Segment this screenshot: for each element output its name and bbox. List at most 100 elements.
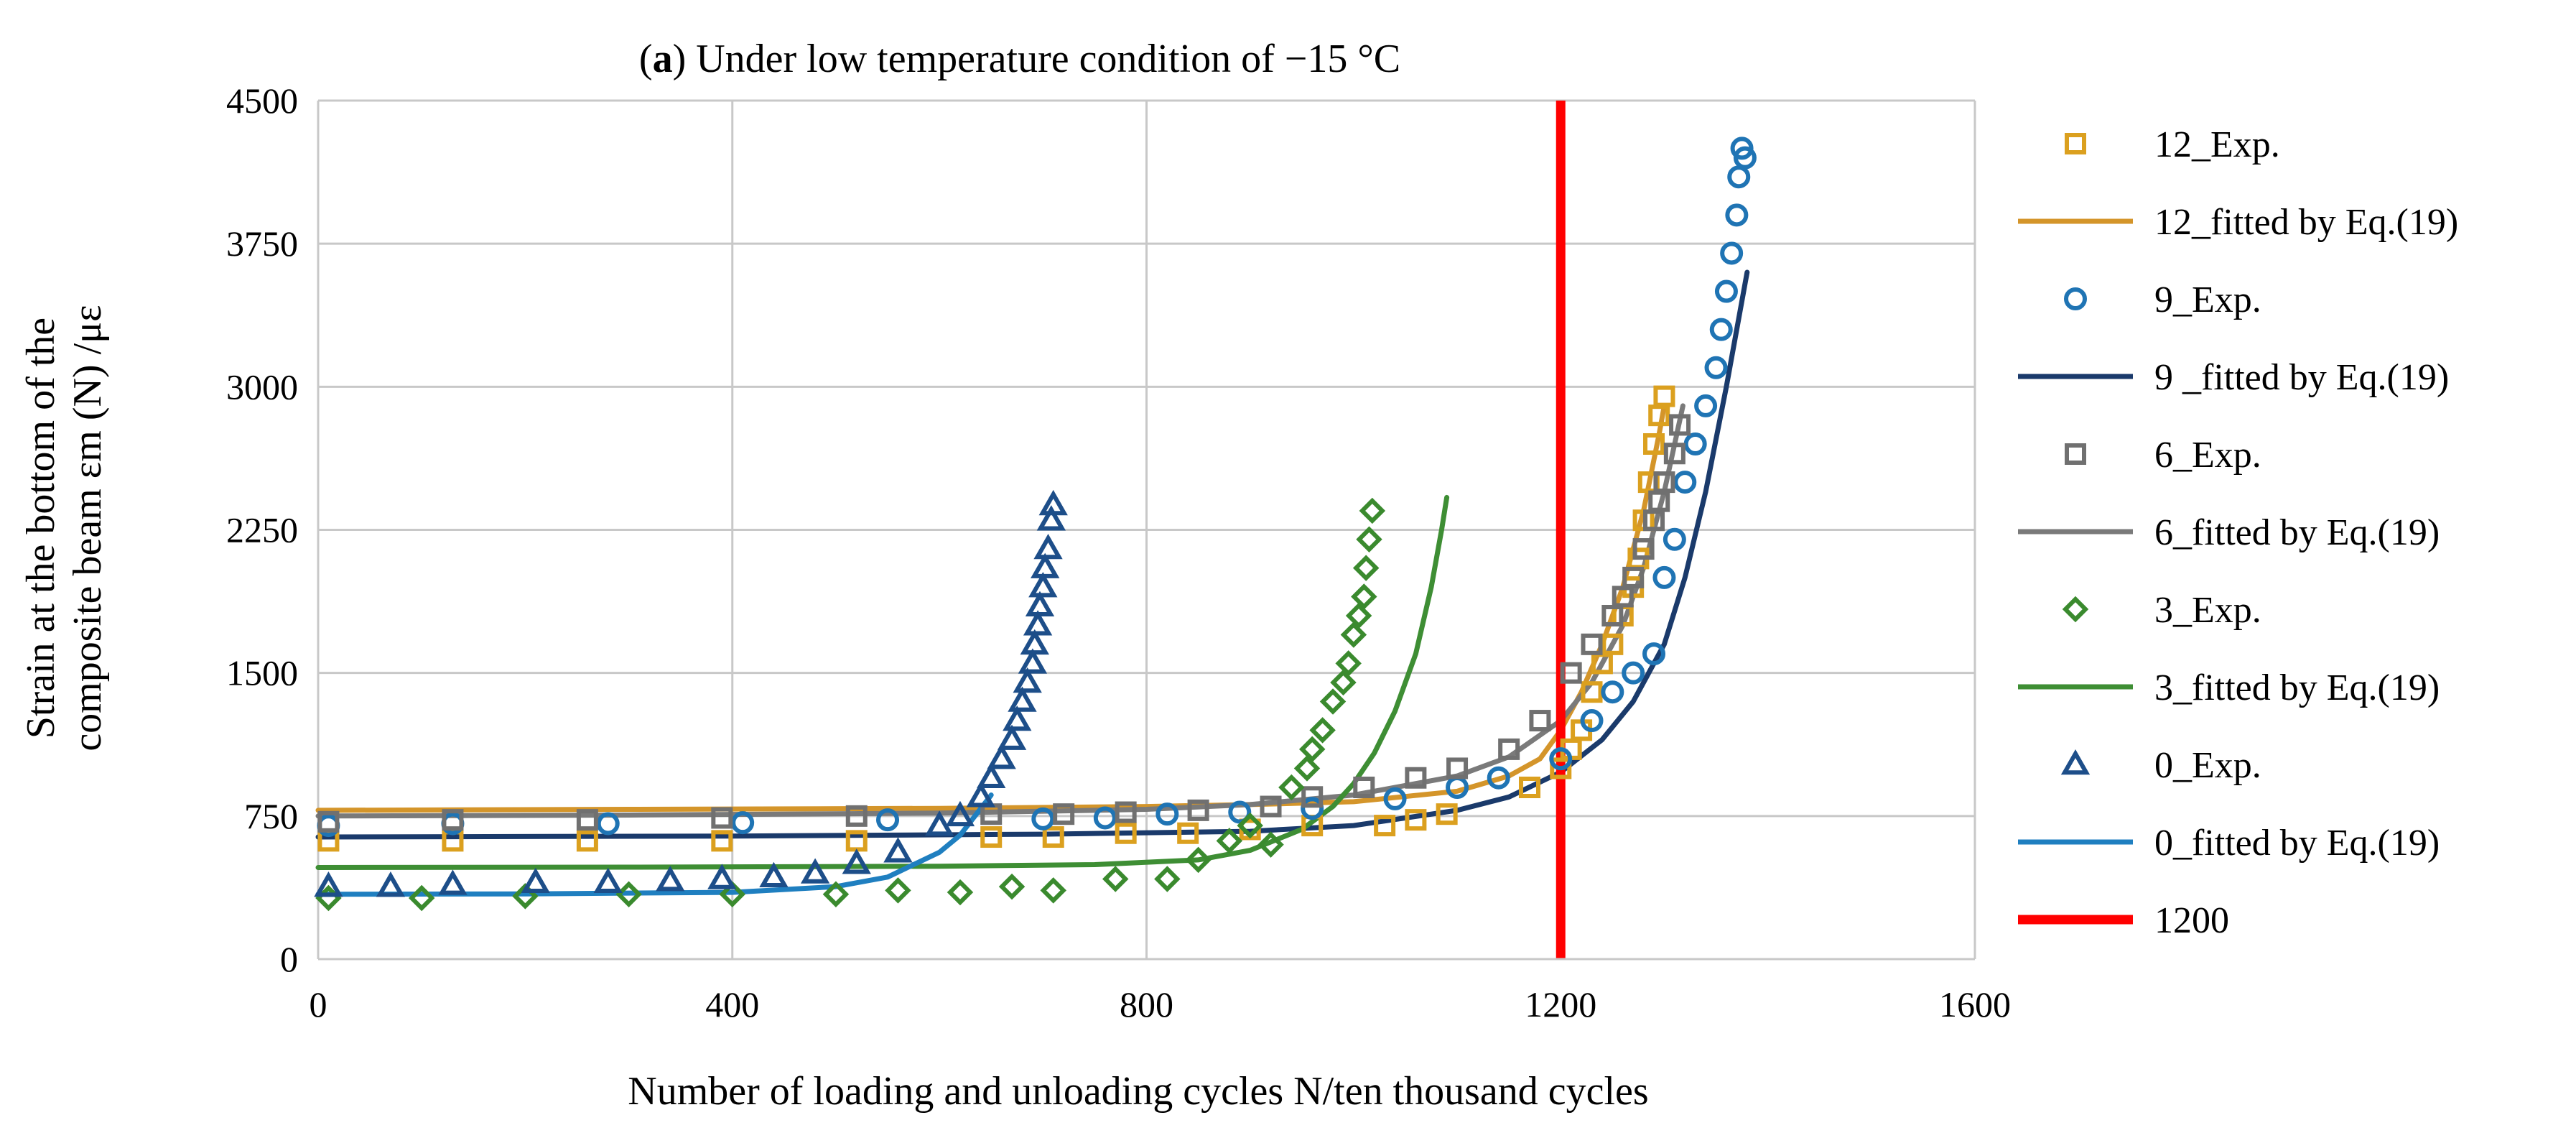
data-point (1115, 801, 1137, 823)
data-point (800, 858, 830, 884)
data-point (1237, 812, 1263, 839)
series-0_Exp. (314, 489, 1068, 897)
legend-label: 6_Exp. (2154, 435, 2261, 476)
data-point (1663, 443, 1685, 465)
data-point (966, 782, 995, 808)
data-point (1020, 629, 1049, 655)
data-point (759, 861, 789, 888)
data-point (442, 809, 464, 831)
data-point (711, 830, 733, 852)
data-point (1560, 662, 1582, 684)
x-tick-label: 800 (1120, 984, 1173, 1024)
y-tick-label: 4500 (226, 80, 298, 121)
data-point (1018, 648, 1048, 674)
data-point (1359, 497, 1386, 524)
data-point (1383, 787, 1407, 810)
data-point (1725, 203, 1749, 227)
data-point (1293, 755, 1321, 782)
y-tick-label: 3750 (226, 223, 298, 264)
data-point (1031, 552, 1060, 578)
data-point (1301, 797, 1324, 820)
data-point (1053, 803, 1075, 825)
data-point (1028, 572, 1058, 598)
y-axis: 0 750 1500 2250 3000 3750 4500 (226, 80, 298, 979)
data-point (1008, 686, 1037, 712)
legend-label: 3_Exp. (2154, 590, 2261, 631)
data-point (1601, 680, 1624, 704)
series-9 _fitted by Eq.(19) (315, 269, 1750, 840)
legend-label: 12_fitted by Eq.(19) (2154, 202, 2458, 243)
legend-marker (2062, 596, 2089, 623)
data-point (593, 867, 623, 894)
data-point (1309, 717, 1336, 744)
y-tick-label: 0 (280, 939, 298, 979)
data-point (1260, 795, 1282, 818)
data-point (1003, 706, 1032, 731)
data-point (1643, 433, 1665, 455)
data-point (1601, 633, 1624, 655)
legend-item: 9_Exp. (2064, 279, 2261, 320)
data-point (596, 812, 620, 836)
data-point (1185, 846, 1212, 874)
title-text-bold: a (653, 37, 673, 81)
data-point (1642, 642, 1666, 666)
data-point (876, 808, 900, 832)
data-point (1663, 527, 1686, 551)
data-point (1352, 555, 1380, 581)
data-point (1622, 661, 1645, 685)
legend-item: 0_fitted by Eq.(19) (2018, 823, 2440, 864)
data-point (521, 867, 550, 894)
legend-marker (2065, 443, 2086, 465)
chart-title: (a) Under low temperature condition of −… (639, 37, 1400, 81)
data-point (1278, 774, 1305, 801)
data-point (1669, 414, 1691, 436)
data-point (1345, 602, 1372, 629)
legend-item: 6_Exp. (2065, 435, 2261, 476)
data-point (1704, 356, 1728, 379)
data-point (1581, 681, 1603, 703)
data-point (615, 881, 642, 907)
data-point (1036, 505, 1066, 531)
y-axis-title-line1: Strain at the bottom of the (19, 318, 63, 739)
data-point (845, 805, 868, 827)
fitted-line (315, 403, 1685, 819)
data-point (1351, 583, 1377, 610)
series-9_Exp. (317, 137, 1757, 838)
x-tick-label: 1200 (1525, 984, 1596, 1024)
data-point (1353, 777, 1375, 798)
data-point (314, 871, 343, 897)
data-point (376, 871, 406, 897)
series-layer (314, 101, 1757, 959)
data-point (731, 811, 755, 835)
data-point (1033, 534, 1063, 560)
legend-item: 12_fitted by Eq.(19) (2018, 202, 2458, 243)
data-point (1733, 146, 1757, 170)
legend-label: 9 _fitted by Eq.(19) (2154, 357, 2449, 398)
data-point (1436, 803, 1458, 825)
data-point (885, 877, 911, 904)
legend-label: 3_fitted by Eq.(19) (2154, 667, 2440, 708)
fitted-line (315, 403, 1667, 813)
legend-item: 3_Exp. (2062, 590, 2261, 631)
data-point (1727, 165, 1751, 189)
data-point (1023, 610, 1053, 636)
data-point (1720, 241, 1744, 265)
legend-marker (2060, 749, 2091, 775)
data-point (947, 879, 974, 906)
legend-label: 0_fitted by Eq.(19) (2154, 823, 2440, 864)
fitted-line (315, 269, 1750, 840)
data-point (408, 884, 435, 912)
data-point (842, 848, 871, 874)
data-point (1319, 688, 1347, 715)
data-point (1298, 736, 1326, 763)
data-point (1177, 822, 1199, 844)
data-point (1632, 538, 1655, 560)
data-point (1115, 822, 1137, 844)
data-point (707, 864, 737, 889)
data-point (1673, 471, 1697, 494)
data-point (883, 837, 913, 863)
data-point (1040, 877, 1066, 904)
data-point (1301, 786, 1324, 808)
data-point (822, 881, 850, 907)
legend: 12_Exp. 12_fitted by Eq.(19) 9_Exp. 9 _fitt… (2018, 124, 2458, 941)
